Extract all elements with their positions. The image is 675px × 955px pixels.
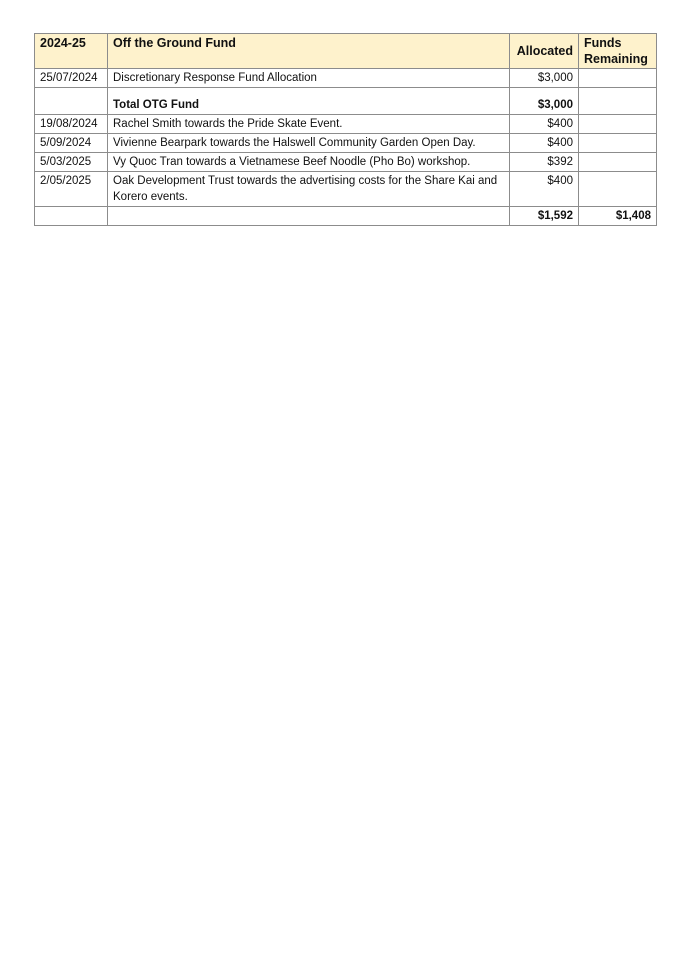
otg-fund-table: 2024-25 Off the Ground Fund Allocated Fu… <box>34 33 657 226</box>
remaining-cell <box>578 87 657 115</box>
remaining-cell <box>578 152 657 172</box>
description-cell: Discretionary Response Fund Allocation <box>107 68 510 88</box>
table-row: 25/07/2024 Discretionary Response Fund A… <box>34 68 657 88</box>
date-cell <box>34 206 108 226</box>
description-cell: Rachel Smith towards the Pride Skate Eve… <box>107 114 510 134</box>
remaining-cell <box>578 68 657 88</box>
date-cell: 19/08/2024 <box>34 114 108 134</box>
date-cell: 25/07/2024 <box>34 68 108 88</box>
description-cell: Total OTG Fund <box>107 87 510 115</box>
date-cell <box>34 87 108 115</box>
allocated-cell: $3,000 <box>509 68 579 88</box>
table-row: 19/08/2024 Rachel Smith towards the Prid… <box>34 114 657 134</box>
total-row: Total OTG Fund $3,000 <box>34 87 657 115</box>
summary-row: $1,592 $1,408 <box>34 206 657 226</box>
date-cell: 5/03/2025 <box>34 152 108 172</box>
remaining-total-cell: $1,408 <box>578 206 657 226</box>
allocated-cell: $400 <box>509 133 579 153</box>
allocated-cell: $400 <box>509 114 579 134</box>
table-row: 5/09/2024 Vivienne Bearpark towards the … <box>34 133 657 153</box>
allocated-cell: $400 <box>509 171 579 207</box>
allocated-total-cell: $1,592 <box>509 206 579 226</box>
table-row: 2/05/2025 Oak Development Trust towards … <box>34 171 657 207</box>
header-remaining: Funds Remaining <box>578 33 657 69</box>
allocated-cell: $3,000 <box>509 87 579 115</box>
remaining-cell <box>578 114 657 134</box>
description-cell <box>107 206 510 226</box>
date-cell: 2/05/2025 <box>34 171 108 207</box>
remaining-cell <box>578 133 657 153</box>
description-cell: Vivienne Bearpark towards the Halswell C… <box>107 133 510 153</box>
header-fund: Off the Ground Fund <box>107 33 510 69</box>
description-cell: Vy Quoc Tran towards a Vietnamese Beef N… <box>107 152 510 172</box>
table-row: 5/03/2025 Vy Quoc Tran towards a Vietnam… <box>34 152 657 172</box>
header-allocated: Allocated <box>509 33 579 69</box>
date-cell: 5/09/2024 <box>34 133 108 153</box>
header-year: 2024-25 <box>34 33 108 69</box>
remaining-cell <box>578 171 657 207</box>
description-cell: Oak Development Trust towards the advert… <box>107 171 510 207</box>
allocated-cell: $392 <box>509 152 579 172</box>
header-row: 2024-25 Off the Ground Fund Allocated Fu… <box>34 33 657 69</box>
